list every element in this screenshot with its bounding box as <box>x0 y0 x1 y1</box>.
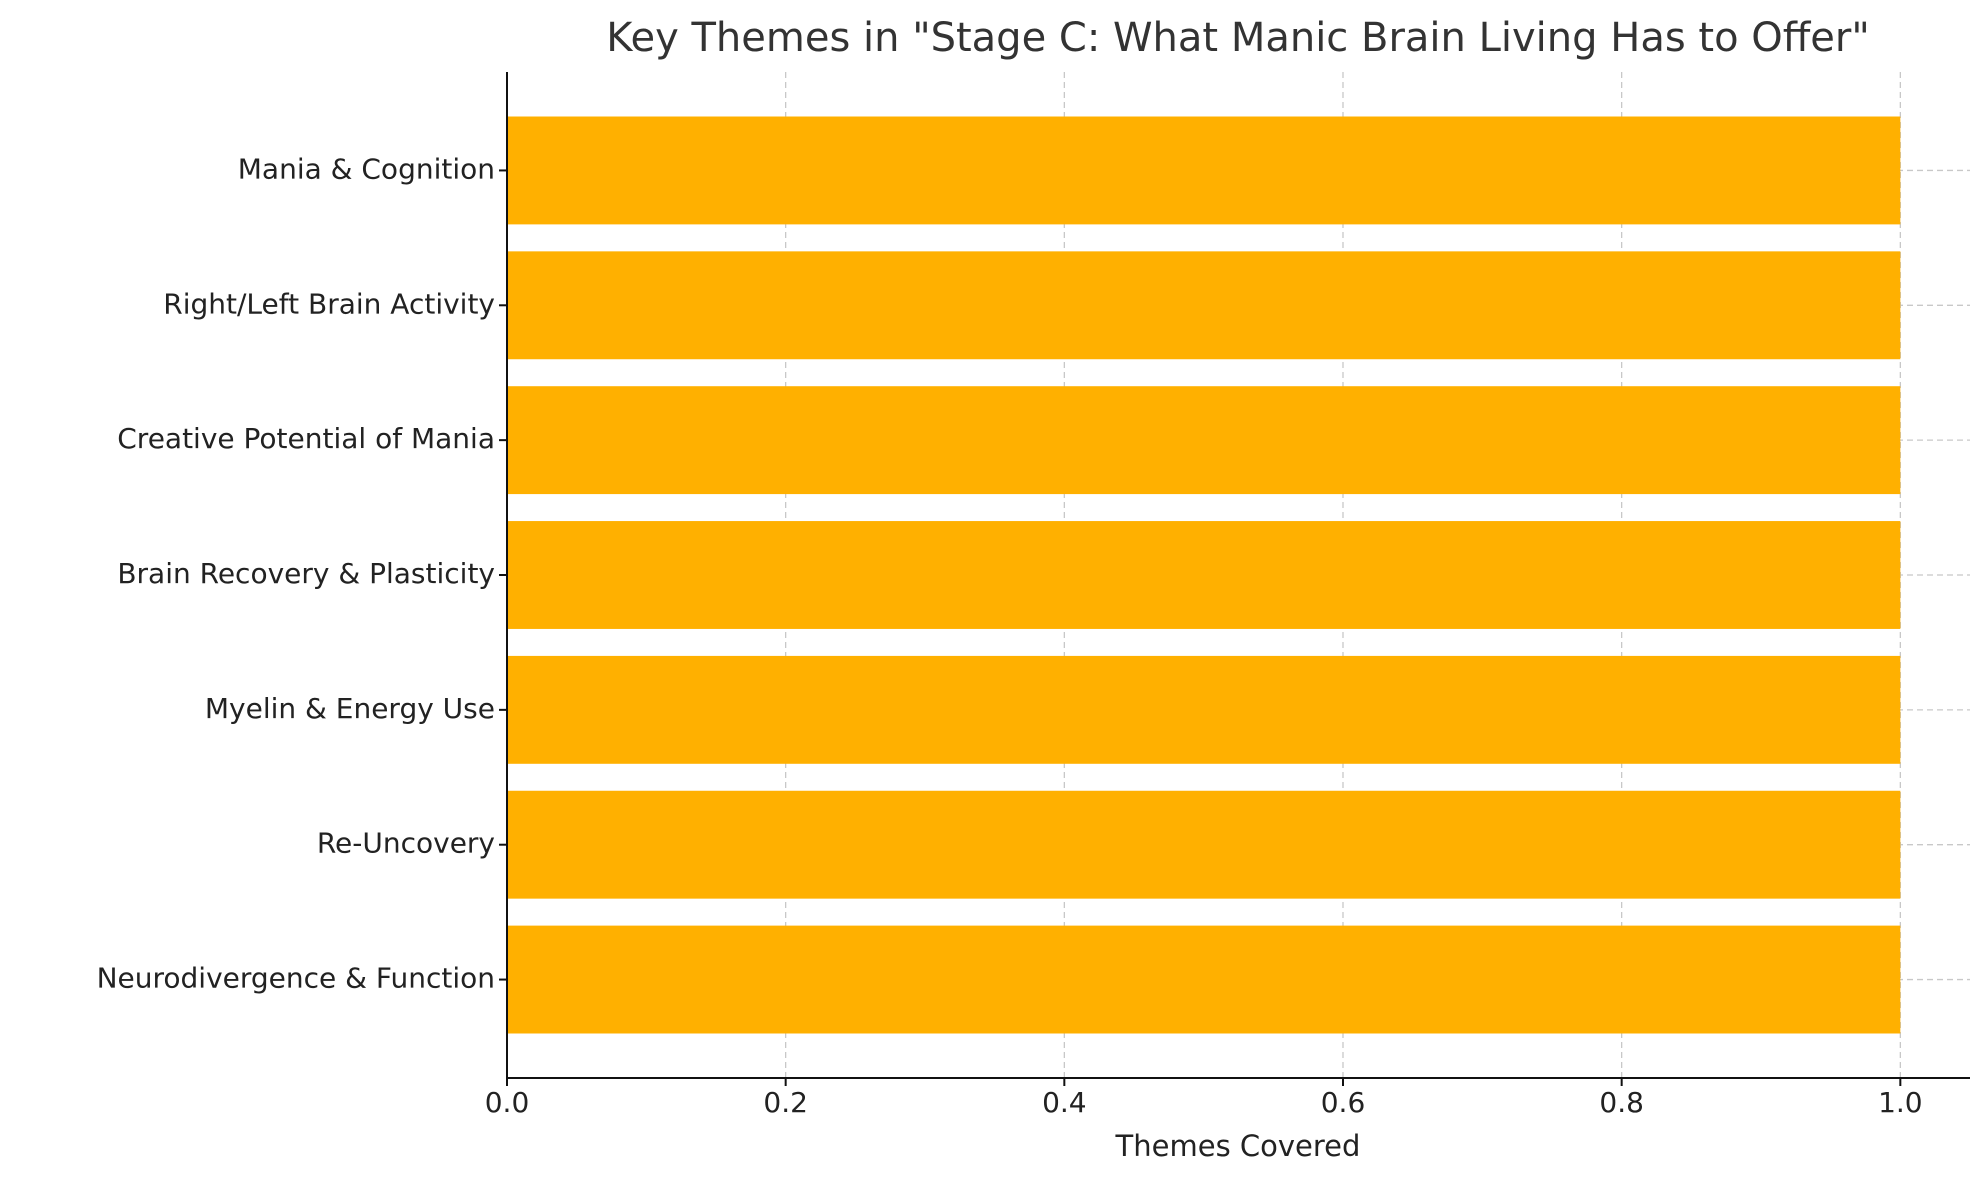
x-tick-label: 0.8 <box>1599 1086 1644 1119</box>
y-tick-label: Right/Left Brain Activity <box>163 287 495 320</box>
bar <box>507 655 1901 764</box>
x-tick-label: 0.0 <box>485 1086 530 1119</box>
bar <box>507 116 1901 225</box>
bar <box>507 251 1901 360</box>
bar <box>507 521 1901 629</box>
y-tick-label: Brain Recovery & Plasticity <box>117 557 495 590</box>
y-tick-label: Re-Uncovery <box>317 827 495 860</box>
y-tick-label: Creative Potential of Mania <box>117 422 495 455</box>
y-tick-label: Mania & Cognition <box>238 152 495 185</box>
x-axis-label: Themes Covered <box>1115 1129 1361 1163</box>
chart-title: Key Themes in "Stage C: What Manic Brain… <box>606 15 1870 61</box>
x-tick-label: 0.6 <box>1321 1086 1366 1119</box>
bar <box>507 925 1901 1034</box>
x-tick-label: 0.2 <box>763 1086 808 1119</box>
x-tick-label: 0.4 <box>1042 1086 1087 1119</box>
bar <box>507 790 1901 899</box>
y-tick-label: Neurodivergence & Function <box>97 962 495 995</box>
x-tick-label: 1.0 <box>1878 1086 1923 1119</box>
bar <box>507 386 1901 495</box>
y-tick-label: Myelin & Energy Use <box>205 692 495 725</box>
